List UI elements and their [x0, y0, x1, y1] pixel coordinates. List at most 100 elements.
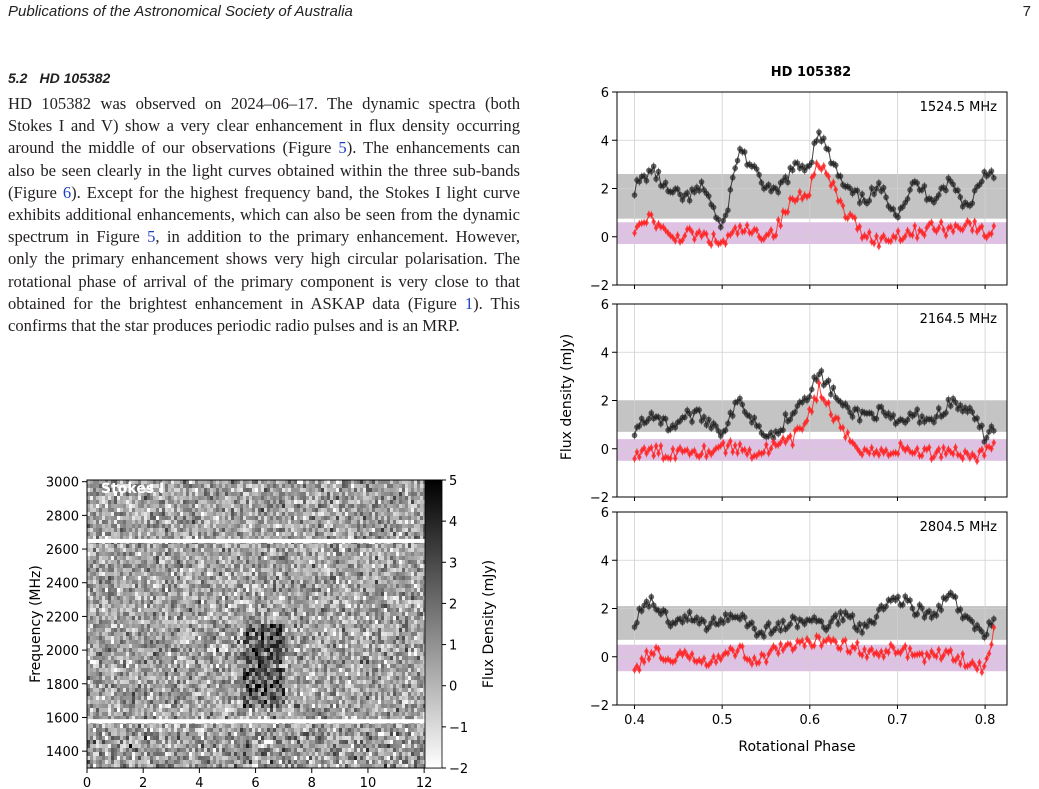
heatmap-cell — [378, 616, 382, 621]
heatmap-cell — [168, 636, 172, 641]
heatmap-cell — [300, 608, 304, 613]
heatmap-cell — [192, 596, 196, 601]
heatmap-cell — [153, 560, 157, 565]
heatmap-cell — [123, 560, 127, 565]
figure-link[interactable]: 1 — [464, 293, 474, 313]
figure-link[interactable]: 5 — [338, 138, 347, 158]
heatmap-cell — [150, 580, 154, 585]
heatmap-cell — [318, 500, 322, 505]
heatmap-cell — [402, 520, 406, 525]
heatmap-cell — [417, 512, 421, 517]
heatmap-cell — [249, 600, 253, 605]
heatmap-cell — [363, 608, 367, 613]
heatmap-cell — [108, 628, 112, 633]
heatmap-cell — [291, 600, 295, 605]
heatmap-cell — [126, 504, 130, 509]
heatmap-cell — [345, 516, 349, 521]
heatmap-cell — [267, 620, 271, 625]
heatmap-cell — [240, 532, 244, 537]
heatmap-cell — [213, 588, 217, 593]
heatmap-cell — [366, 572, 370, 577]
heatmap-cell — [135, 556, 139, 561]
heatmap-cell — [309, 592, 313, 597]
heatmap-cell — [291, 480, 295, 485]
heatmap-cell — [294, 560, 298, 565]
heatmap-cell — [369, 548, 373, 553]
heatmap-cell — [234, 488, 238, 493]
heatmap-cell — [297, 596, 301, 601]
heatmap-cell — [237, 516, 241, 521]
heatmap-cell — [291, 612, 295, 617]
heatmap-cell — [111, 636, 115, 641]
heatmap-cell — [219, 592, 223, 597]
heatmap-cell — [156, 624, 160, 629]
heatmap-cell — [333, 484, 337, 489]
heatmap-cell — [153, 648, 157, 653]
heatmap-cell — [408, 616, 412, 621]
heatmap-cell — [231, 620, 235, 625]
heatmap-cell — [168, 484, 172, 489]
heatmap-cell — [138, 552, 142, 557]
heatmap-cell — [189, 556, 193, 561]
figure-link[interactable]: 6 — [62, 182, 72, 202]
heatmap-cell — [348, 500, 352, 505]
heatmap-cell — [399, 576, 403, 581]
figure-link[interactable]: 5 — [147, 227, 156, 247]
heatmap-cell — [216, 516, 220, 521]
heatmap-cell — [345, 532, 349, 537]
heatmap-cell — [408, 612, 412, 617]
heatmap-cell — [120, 564, 124, 569]
heatmap-cell — [111, 508, 115, 513]
heatmap-cell — [306, 524, 310, 529]
heatmap-cell — [390, 620, 394, 625]
heatmap-cell — [126, 648, 130, 653]
heatmap-cell — [150, 628, 154, 633]
heatmap-cell — [312, 504, 316, 509]
heatmap-cell — [417, 556, 421, 561]
heatmap-cell — [141, 496, 145, 501]
heatmap-cell — [330, 536, 334, 541]
heatmap-cell — [342, 548, 346, 553]
heatmap-cell — [408, 548, 412, 553]
heatmap-cell — [141, 596, 145, 601]
heatmap-cell — [150, 544, 154, 549]
heatmap-cell — [351, 488, 355, 493]
heatmap-cell — [345, 580, 349, 585]
heatmap-cell — [201, 492, 205, 497]
heatmap-cell — [282, 488, 286, 493]
heatmap-cell — [210, 616, 214, 621]
heatmap-cell — [408, 504, 412, 509]
heatmap-cell — [279, 584, 283, 589]
heatmap-cell — [276, 532, 280, 537]
heatmap-cell — [345, 576, 349, 581]
heatmap-cell — [93, 512, 97, 517]
heatmap-cell — [87, 556, 91, 561]
heatmap-cell — [123, 552, 127, 557]
heatmap-cell — [153, 584, 157, 589]
heatmap-cell — [144, 596, 148, 601]
heatmap-cell — [303, 520, 307, 525]
heatmap-cell — [243, 544, 247, 549]
heatmap-cell — [387, 596, 391, 601]
heatmap-cell — [399, 596, 403, 601]
heatmap-cell — [381, 616, 385, 621]
heatmap-cell — [93, 556, 97, 561]
heatmap-cell — [276, 612, 280, 617]
heatmap-cell — [183, 564, 187, 569]
heatmap-cell — [255, 512, 259, 517]
heatmap-cell — [180, 556, 184, 561]
heatmap-cell — [273, 548, 277, 553]
heatmap-cell — [99, 484, 103, 489]
heatmap-cell — [384, 632, 388, 637]
heatmap-cell — [177, 604, 181, 609]
heatmap-cell — [249, 584, 253, 589]
heatmap-cell — [291, 608, 295, 613]
heatmap-cell — [351, 596, 355, 601]
heatmap-cell — [330, 492, 334, 497]
heatmap-cell — [360, 572, 364, 577]
heatmap-cell — [108, 560, 112, 565]
heatmap-cell — [252, 532, 256, 537]
heatmap-cell — [168, 592, 172, 597]
heatmap-cell — [411, 640, 415, 645]
heatmap-cell — [210, 560, 214, 565]
